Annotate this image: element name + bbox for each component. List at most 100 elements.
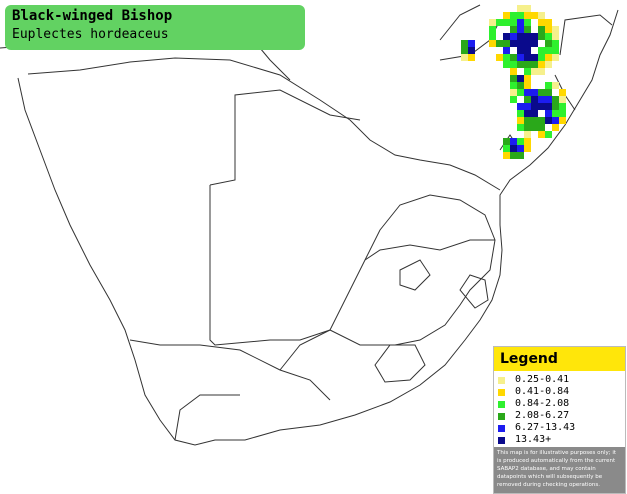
grid-cell — [538, 54, 545, 61]
grid-cell — [531, 12, 538, 19]
grid-cell — [531, 54, 538, 61]
grid-cell — [517, 152, 524, 159]
grid-cell — [552, 47, 559, 54]
grid-cell — [545, 117, 552, 124]
grid-cell — [524, 138, 531, 145]
grid-cell — [552, 40, 559, 47]
grid-cell — [552, 26, 559, 33]
grid-cell — [524, 117, 531, 124]
grid-cell — [538, 68, 545, 75]
legend-label: 0.25-0.41 — [515, 374, 570, 385]
grid-cell — [461, 40, 468, 47]
grid-cell — [538, 103, 545, 110]
grid-cell — [524, 40, 531, 47]
legend-label: 13.43+ — [515, 434, 552, 445]
grid-cell — [510, 96, 517, 103]
grid-cell — [545, 110, 552, 117]
grid-cell — [496, 54, 503, 61]
grid-cell — [552, 103, 559, 110]
legend-swatch — [498, 400, 505, 408]
grid-cell — [503, 145, 510, 152]
grid-cell — [545, 54, 552, 61]
grid-cell — [545, 131, 552, 138]
grid-cell — [531, 33, 538, 40]
grid-cell — [552, 117, 559, 124]
grid-cell — [510, 26, 517, 33]
legend-label: 0.41-0.84 — [515, 386, 570, 397]
grid-cell — [510, 19, 517, 26]
grid-cell — [503, 54, 510, 61]
grid-cell — [524, 54, 531, 61]
grid-cell — [524, 68, 531, 75]
grid-cell — [517, 54, 524, 61]
grid-cell — [517, 19, 524, 26]
legend-item: 0.84-2.08 — [498, 398, 625, 410]
legend-swatch — [498, 412, 505, 420]
grid-cell — [545, 89, 552, 96]
grid-cell — [517, 103, 524, 110]
legend-item: 2.08-6.27 — [498, 410, 625, 422]
grid-cell — [552, 82, 559, 89]
grid-cell — [524, 110, 531, 117]
grid-cell — [468, 54, 475, 61]
grid-cell — [552, 96, 559, 103]
grid-cell — [538, 12, 545, 19]
grid-cell — [524, 131, 531, 138]
grid-cell — [531, 96, 538, 103]
legend-swatch — [498, 436, 505, 444]
grid-cell — [510, 54, 517, 61]
grid-cell — [524, 89, 531, 96]
grid-cell — [517, 124, 524, 131]
grid-cell — [517, 89, 524, 96]
legend-item: 0.25-0.41 — [498, 374, 625, 386]
grid-cell — [545, 82, 552, 89]
grid-cell — [545, 40, 552, 47]
grid-cell — [489, 19, 496, 26]
grid-cell — [503, 40, 510, 47]
grid-cell — [524, 61, 531, 68]
grid-cell — [552, 124, 559, 131]
grid-cell — [538, 117, 545, 124]
legend-label: 2.08-6.27 — [515, 410, 570, 421]
grid-cell — [524, 103, 531, 110]
legend-title: Legend — [494, 347, 625, 371]
legend-item: 0.41-0.84 — [498, 386, 625, 398]
occurrence-cells — [461, 5, 566, 159]
grid-cell — [531, 61, 538, 68]
grid-cell — [538, 61, 545, 68]
grid-cell — [538, 89, 545, 96]
grid-cell — [517, 117, 524, 124]
grid-cell — [510, 61, 517, 68]
disclaimer: This map is for illustrative purposes on… — [494, 447, 625, 493]
grid-cell — [503, 152, 510, 159]
grid-cell — [531, 110, 538, 117]
legend-swatch — [498, 388, 505, 396]
grid-cell — [517, 40, 524, 47]
grid-cell — [545, 61, 552, 68]
grid-cell — [538, 26, 545, 33]
legend-item: 13.43+ — [498, 434, 625, 446]
title-box: Black-winged Bishop Euplectes hordeaceus — [5, 5, 305, 50]
grid-cell — [524, 124, 531, 131]
grid-cell — [517, 75, 524, 82]
grid-cell — [538, 33, 545, 40]
grid-cell — [510, 68, 517, 75]
grid-cell — [538, 124, 545, 131]
legend-items: 0.25-0.41 0.41-0.84 0.84-2.08 2.08-6.27 6.27… — [494, 371, 625, 446]
grid-cell — [524, 75, 531, 82]
grid-cell — [503, 61, 510, 68]
grid-cell — [531, 68, 538, 75]
grid-cell — [524, 5, 531, 12]
grid-cell — [496, 19, 503, 26]
grid-cell — [510, 75, 517, 82]
subtitle: Euplectes hordeaceus — [12, 27, 169, 42]
legend-item: 6.27-13.43 — [498, 422, 625, 434]
grid-cell — [517, 5, 524, 12]
grid-cell — [524, 145, 531, 152]
grid-cell — [517, 110, 524, 117]
grid-cell — [524, 82, 531, 89]
grid-cell — [552, 33, 559, 40]
grid-cell — [538, 47, 545, 54]
grid-cell — [531, 40, 538, 47]
